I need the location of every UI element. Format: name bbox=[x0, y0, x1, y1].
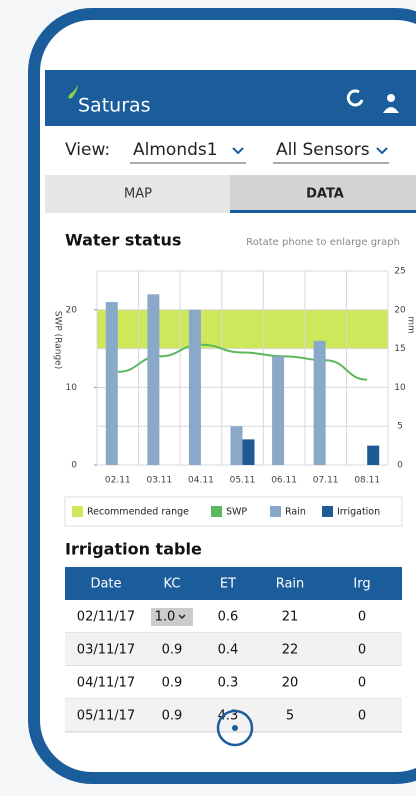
column-header: KC bbox=[164, 577, 181, 592]
table-cell: 0 bbox=[358, 709, 366, 724]
tab-label: MAP bbox=[124, 187, 152, 202]
y2-tick-label: 0 bbox=[397, 461, 403, 471]
legend-swatch bbox=[211, 506, 222, 517]
y2-tick-label: 20 bbox=[394, 305, 406, 315]
kc-select[interactable] bbox=[151, 608, 193, 626]
table-row bbox=[65, 600, 402, 633]
table-cell: 1.0 bbox=[155, 610, 176, 625]
table-cell: 0 bbox=[358, 610, 366, 625]
user-icon[interactable] bbox=[387, 94, 395, 102]
y-axis-label: SWP (Range) bbox=[53, 311, 63, 369]
table-cell: 20 bbox=[282, 676, 299, 691]
tab-data[interactable] bbox=[230, 175, 416, 213]
y2-axis-label: mm bbox=[406, 316, 416, 334]
table-cell: 0 bbox=[358, 643, 366, 658]
legend-swatch bbox=[322, 506, 333, 517]
touch-indicator bbox=[216, 709, 254, 747]
table-cell: 02/11/17 bbox=[77, 610, 135, 625]
table-row bbox=[65, 666, 402, 699]
legend-swatch bbox=[270, 506, 281, 517]
legend-swatch bbox=[72, 506, 83, 517]
view-label: View: bbox=[65, 140, 110, 160]
section-title: Irrigation table bbox=[65, 540, 202, 559]
y-tick-label: 10 bbox=[66, 383, 78, 393]
table-header bbox=[65, 567, 402, 600]
y-tick-label: 0 bbox=[71, 461, 77, 471]
table-cell: 22 bbox=[282, 643, 299, 658]
table-cell: 0.9 bbox=[162, 676, 183, 691]
select-chevron bbox=[178, 614, 186, 620]
column-header: Rain bbox=[276, 577, 305, 592]
bar bbox=[313, 340, 326, 465]
y2-tick-label: 5 bbox=[397, 422, 403, 432]
table-cell: 0.3 bbox=[218, 676, 239, 691]
sensor-select[interactable]: All Sensors bbox=[276, 140, 370, 160]
bar bbox=[367, 445, 380, 465]
brand: Saturas bbox=[78, 95, 151, 117]
tab-indicator bbox=[230, 210, 416, 213]
x-tick-label: 03.11 bbox=[146, 476, 172, 486]
tab-label: DATA bbox=[306, 187, 344, 202]
table-cell: 21 bbox=[282, 610, 299, 625]
x-tick-label: 04.11 bbox=[188, 476, 214, 486]
column-header: ET bbox=[220, 577, 236, 592]
logo bbox=[68, 84, 78, 99]
touch-dot bbox=[232, 725, 238, 731]
user-icon-body bbox=[383, 107, 399, 113]
table-cell: 03/11/17 bbox=[77, 643, 135, 658]
tab-map[interactable] bbox=[45, 175, 230, 213]
table-cell: 0 bbox=[358, 676, 366, 691]
column-header: Date bbox=[90, 577, 121, 592]
legend-items: Recommended range SWP Rain Irrigation bbox=[72, 506, 380, 518]
bar bbox=[105, 302, 118, 465]
table-cell: 0.4 bbox=[218, 643, 239, 658]
crop-select[interactable]: Almonds1 bbox=[133, 140, 218, 160]
table-cell: 0.9 bbox=[162, 643, 183, 658]
table-cell: 5 bbox=[286, 709, 294, 724]
bar bbox=[188, 309, 201, 465]
chart-subtitle: Rotate phone to enlarge graph bbox=[246, 237, 400, 248]
table-cell: 0.9 bbox=[162, 709, 183, 724]
bar bbox=[230, 426, 243, 465]
x-tick-label: 07.11 bbox=[313, 476, 339, 486]
x-tick-label: 05.11 bbox=[230, 476, 256, 486]
y2-tick-label: 25 bbox=[394, 267, 405, 277]
app-header bbox=[45, 70, 416, 126]
x-tick-label: 02.11 bbox=[105, 476, 131, 486]
x-tick-label: 06.11 bbox=[271, 476, 297, 486]
bar bbox=[147, 294, 160, 465]
chart: 0 5 10 15 20 25 0 10 20 02.11 03.11 04.11 05.11 06.11… bbox=[66, 267, 406, 486]
x-tick-label: 08.11 bbox=[354, 476, 380, 486]
y-tick-label: 20 bbox=[66, 305, 78, 315]
column-header: Irg bbox=[353, 577, 370, 592]
legend-label: SWP bbox=[226, 507, 247, 518]
recommended-range bbox=[97, 309, 388, 349]
bar bbox=[272, 356, 285, 465]
table-cell: 05/11/17 bbox=[77, 709, 135, 724]
refresh-icon[interactable] bbox=[346, 89, 364, 107]
chevron bbox=[376, 147, 388, 155]
table-row bbox=[65, 633, 402, 666]
legend-label: Recommended range bbox=[87, 507, 189, 518]
chevron bbox=[232, 147, 244, 155]
chart-title: Water status bbox=[65, 231, 181, 250]
legend-label: Rain bbox=[285, 507, 306, 518]
table-cell: 0.6 bbox=[218, 610, 239, 625]
y2-tick-label: 15 bbox=[394, 344, 405, 354]
legend-label: Irrigation bbox=[337, 507, 380, 518]
legend bbox=[64, 496, 403, 527]
table-cell: 04/11/17 bbox=[77, 676, 135, 691]
y2-tick-label: 10 bbox=[394, 383, 406, 393]
irrigation-table: Date KC ET Rain Irg 02/11/17 1.0 0.6 21 0 03/11/17… bbox=[65, 567, 402, 733]
bar bbox=[242, 439, 255, 465]
